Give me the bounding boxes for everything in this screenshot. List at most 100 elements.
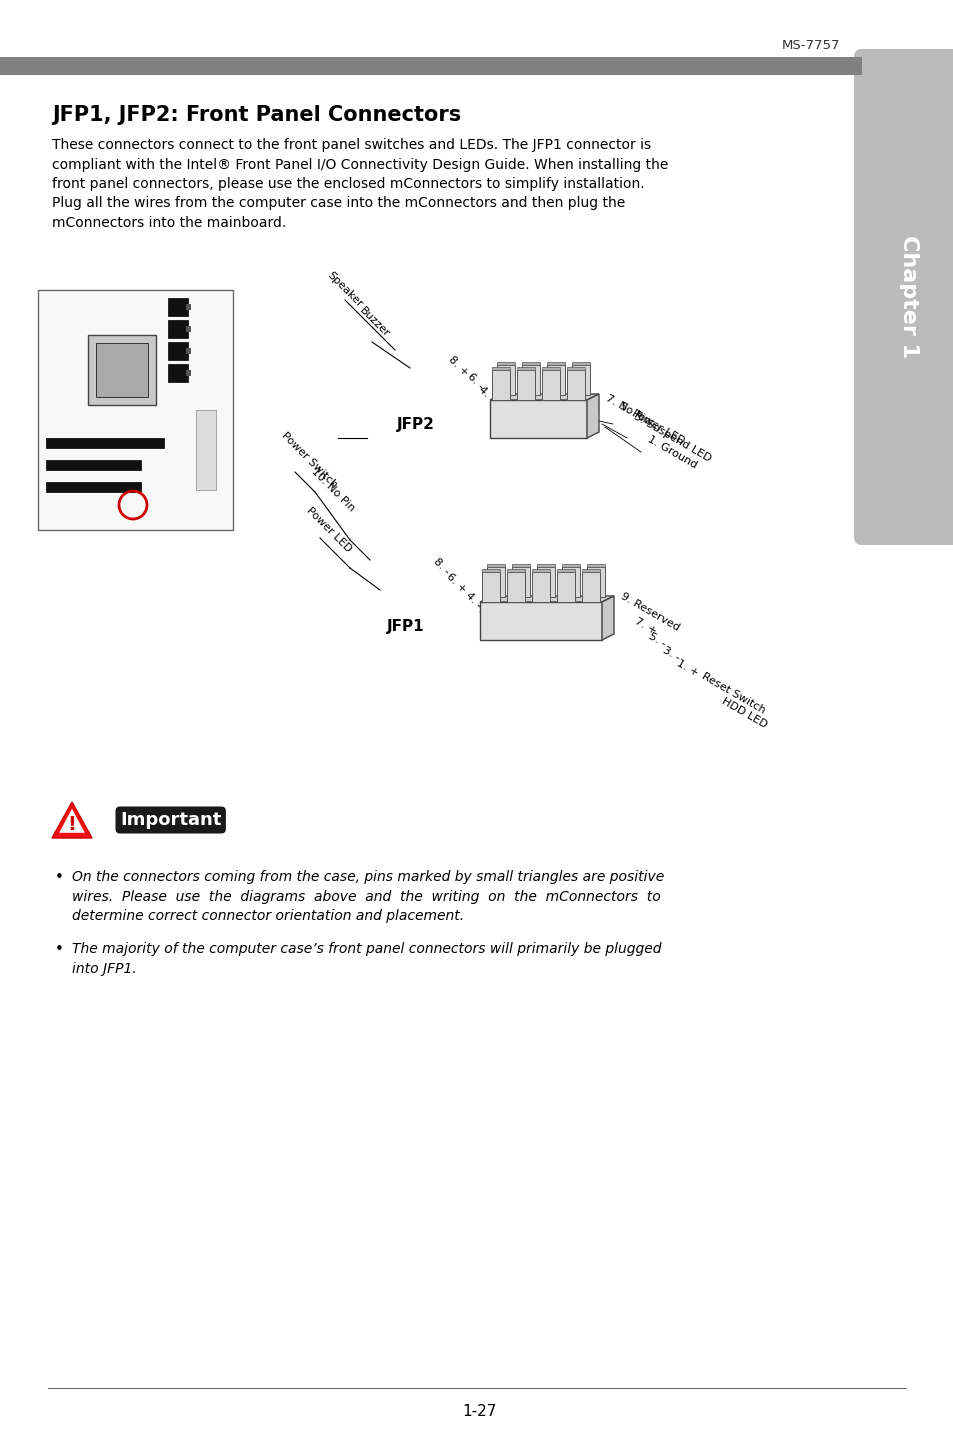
Text: 4. -: 4. - — [463, 590, 483, 610]
Bar — [186, 304, 191, 309]
Bar — [537, 564, 555, 567]
Text: 7. +: 7. + — [633, 616, 658, 636]
Text: These connectors connect to the front panel switches and LEDs. The JFP1 connecto: These connectors connect to the front pa… — [52, 137, 651, 152]
Text: Important: Important — [120, 811, 221, 829]
Bar — [517, 369, 535, 400]
Text: JFP1, JFP2: Front Panel Connectors: JFP1, JFP2: Front Panel Connectors — [52, 105, 460, 125]
Bar — [512, 567, 530, 597]
Bar — [566, 369, 584, 400]
Bar — [506, 571, 524, 601]
Bar — [497, 362, 515, 365]
Text: 8. +: 8. + — [446, 354, 470, 378]
Bar — [46, 483, 141, 493]
Polygon shape — [59, 809, 85, 833]
Bar — [581, 569, 599, 571]
Bar — [168, 364, 188, 382]
Bar — [566, 367, 584, 369]
Text: compliant with the Intel® Front Panel I/O Connectivity Design Guide. When instal: compliant with the Intel® Front Panel I/… — [52, 158, 668, 172]
Bar — [492, 369, 510, 400]
Bar — [546, 362, 564, 365]
Bar — [46, 460, 141, 470]
Text: 4. +: 4. + — [476, 384, 499, 408]
Bar — [546, 365, 564, 395]
Text: 5. -: 5. - — [646, 632, 667, 649]
Bar — [168, 319, 188, 338]
Bar — [532, 571, 550, 601]
Bar — [186, 369, 191, 377]
Bar — [557, 571, 575, 601]
Bar — [0, 57, 862, 74]
Text: 1. +: 1. + — [675, 657, 700, 679]
Text: Reset Switch: Reset Switch — [700, 670, 766, 715]
Text: Power LED: Power LED — [305, 505, 354, 554]
Bar — [541, 369, 559, 400]
Bar — [186, 348, 191, 354]
Bar — [572, 365, 589, 395]
Text: •: • — [55, 871, 64, 885]
Text: 6. -: 6. - — [465, 371, 484, 391]
Text: •: • — [55, 942, 64, 958]
Bar — [581, 571, 599, 601]
FancyBboxPatch shape — [853, 49, 953, 546]
Text: 2. -: 2. - — [495, 401, 515, 421]
Bar — [46, 438, 164, 448]
Bar — [521, 362, 539, 365]
Bar — [572, 362, 589, 365]
Text: JFP1: JFP1 — [387, 619, 424, 633]
Polygon shape — [586, 394, 598, 438]
Bar — [537, 567, 555, 597]
Bar — [492, 367, 510, 369]
Bar — [88, 335, 156, 405]
Bar — [586, 564, 604, 567]
Text: !: ! — [68, 815, 76, 835]
Bar — [521, 365, 539, 395]
Text: On the connectors coming from the case, pins marked by small triangles are posit: On the connectors coming from the case, … — [71, 871, 663, 884]
Text: 3. Suspend LED: 3. Suspend LED — [631, 412, 712, 464]
Text: 1-27: 1-27 — [462, 1405, 497, 1419]
Bar — [512, 564, 530, 567]
Text: wires.  Please  use  the  diagrams  above  and  the  writing  on  the  mConnecto: wires. Please use the diagrams above and… — [71, 889, 660, 904]
Bar — [486, 567, 504, 597]
Bar — [168, 298, 188, 316]
Text: 1. Ground: 1. Ground — [645, 434, 699, 470]
Bar — [96, 344, 148, 397]
Bar — [490, 400, 586, 438]
Text: Plug all the wires from the computer case into the mConnectors and then plug the: Plug all the wires from the computer cas… — [52, 196, 624, 211]
Bar — [186, 326, 191, 332]
Text: The majority of the computer case’s front panel connectors will primarily be plu: The majority of the computer case’s fron… — [71, 942, 660, 957]
Text: Chapter 1: Chapter 1 — [898, 235, 918, 358]
Bar — [561, 564, 579, 567]
Text: determine correct connector orientation and placement.: determine correct connector orientation … — [71, 909, 464, 924]
Text: Power Switch: Power Switch — [280, 430, 339, 490]
Text: MS-7757: MS-7757 — [781, 39, 840, 52]
Bar — [481, 571, 499, 601]
Bar — [38, 291, 233, 530]
Text: 10. No Pin: 10. No Pin — [310, 467, 356, 514]
Bar — [532, 569, 550, 571]
Text: mConnectors into the mainboard.: mConnectors into the mainboard. — [52, 216, 286, 231]
Text: Buzzer: Buzzer — [356, 305, 391, 339]
Bar — [586, 567, 604, 597]
Text: 6. +: 6. + — [444, 571, 468, 594]
Text: 8. -: 8. - — [432, 556, 452, 576]
Polygon shape — [52, 802, 91, 838]
Bar — [486, 564, 504, 567]
Polygon shape — [490, 394, 598, 400]
Bar — [506, 569, 524, 571]
Bar — [168, 342, 188, 359]
Polygon shape — [601, 596, 614, 640]
Bar — [479, 601, 601, 640]
Bar — [481, 569, 499, 571]
Bar — [497, 365, 515, 395]
Text: front panel connectors, please use the enclosed mConnectors to simplify installa: front panel connectors, please use the e… — [52, 178, 644, 190]
Text: 3. -: 3. - — [660, 646, 681, 663]
Text: 2. +: 2. + — [476, 606, 499, 629]
Text: 7. No Pin: 7. No Pin — [603, 394, 651, 427]
Text: 9. Reserved: 9. Reserved — [618, 591, 680, 633]
Bar — [561, 567, 579, 597]
Bar — [517, 367, 535, 369]
Text: JFP2: JFP2 — [396, 417, 435, 431]
Text: into JFP1.: into JFP1. — [71, 962, 136, 977]
Polygon shape — [479, 596, 614, 601]
Bar — [195, 410, 215, 490]
